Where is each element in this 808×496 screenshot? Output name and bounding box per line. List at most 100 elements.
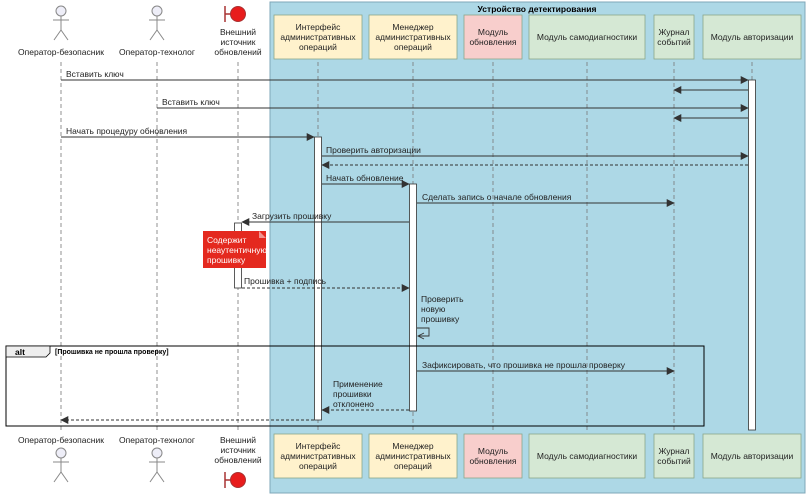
participant-label: Менеджер административных операций <box>375 441 451 471</box>
message-arrow: Вставить ключ <box>157 97 749 112</box>
participant-label: Менеджер административных операций <box>375 22 451 52</box>
participant-ext-bottom: Внешний источник обновлений <box>214 435 262 488</box>
participant-label-line: Модуль авторизации <box>711 451 794 461</box>
participant-label-line: Внешний <box>220 27 256 37</box>
boundary-icon <box>224 472 246 488</box>
activation-bar <box>409 183 417 412</box>
actor-icon <box>53 5 69 41</box>
participant-box <box>368 14 458 60</box>
message-arrow: Прошивка + подпись <box>242 276 410 292</box>
message-arrow: Проверить новую прошивку <box>416 294 464 340</box>
participant-auth-top: Модуль авторизации <box>702 14 802 60</box>
note-line: прошивку <box>207 255 246 265</box>
participant-box <box>273 14 363 60</box>
alt-fragment <box>5 345 705 427</box>
device-box-title: Устройство детектирования <box>478 4 597 14</box>
participant-label-line: административных <box>280 32 356 42</box>
participant-label-line: Модуль авторизации <box>711 32 794 42</box>
actor-icon <box>149 5 165 41</box>
note: Содержит неаутентичную прошивку <box>203 231 268 268</box>
message-arrow: Начать обновление <box>322 173 410 188</box>
participant-label-line: источник <box>221 445 256 455</box>
message-arrow <box>60 416 314 424</box>
message-label-line: Сделать запись о начале обновления <box>422 192 572 202</box>
message-label: Применение прошивки отклонено <box>333 379 383 409</box>
message-label: Вставить ключ <box>66 69 124 79</box>
actor-icon <box>53 447 69 483</box>
participant-label: Модуль обновления <box>469 446 516 466</box>
participant-diag-bottom: Модуль самодиагностики <box>528 433 646 479</box>
participant-box <box>528 433 646 479</box>
participant-label-line: операций <box>299 461 337 471</box>
participant-label-line: обновлений <box>214 47 261 57</box>
participant-label-line: Журнал <box>658 446 689 456</box>
message-label: Сделать запись о начале обновления <box>422 192 572 202</box>
participant-mgr-top: Менеджер административных операций <box>368 14 458 60</box>
participant-label-line: Модуль <box>478 446 509 456</box>
message-label: Зафиксировать, что прошивка не прошла пр… <box>422 360 626 370</box>
participant-label-line: Менеджер <box>392 441 434 451</box>
boundary-icon <box>224 6 246 22</box>
message-arrow: Сделать запись о начале обновления <box>417 192 675 207</box>
message-label-line: прошивку <box>421 314 460 324</box>
participant-op_tech-bottom: Оператор-технолог <box>119 435 195 483</box>
participant-box <box>463 433 523 479</box>
message-label-line: Вставить ключ <box>66 69 124 79</box>
participant-label-line: Модуль самодиагностики <box>537 451 637 461</box>
message-label: Проверить новую прошивку <box>421 294 464 324</box>
participant-label: Внешний источник обновлений <box>214 435 261 465</box>
message-label: Загрузить прошивку <box>252 211 332 221</box>
participant-iface-top: Интерфейс административных операций <box>273 14 363 60</box>
participant-label-line: источник <box>221 37 256 47</box>
participant-label: Модуль обновления <box>469 27 516 47</box>
participant-label: Модуль авторизации <box>711 451 794 461</box>
participant-label-line: Оператор-безопасник <box>18 47 104 57</box>
message-label-line: Прошивка + подпись <box>244 276 327 286</box>
participant-label-line: Модуль самодиагностики <box>537 32 637 42</box>
activation-bar <box>748 79 756 431</box>
participant-label: Оператор-безопасник <box>18 435 104 445</box>
participant-label-line: административных <box>375 32 451 42</box>
participant-label-line: обновления <box>469 37 516 47</box>
participant-label-line: административных <box>375 451 451 461</box>
participant-label: Модуль самодиагностики <box>537 451 637 461</box>
message-label-line: отклонено <box>333 399 374 409</box>
participant-label: Журнал событий <box>657 27 691 47</box>
participant-iface-bottom: Интерфейс административных операций <box>273 433 363 479</box>
participant-op_tech-top: Оператор-технолог <box>119 5 195 57</box>
participant-label: Журнал событий <box>657 446 691 466</box>
participant-auth-bottom: Модуль авторизации <box>702 433 802 479</box>
actor-icon <box>149 447 165 483</box>
participant-label-line: Оператор-технолог <box>119 435 195 445</box>
participant-box <box>463 14 523 60</box>
participant-label: Интерфейс административных операций <box>280 22 356 52</box>
participant-label: Оператор-технолог <box>119 435 195 445</box>
message-label-line: Загрузить прошивку <box>252 211 332 221</box>
message-label-line: прошивки <box>333 389 372 399</box>
participant-upd-bottom: Модуль обновления <box>463 433 523 479</box>
participant-label-line: Оператор-технолог <box>119 47 195 57</box>
participant-label-line: Журнал <box>658 27 689 37</box>
message-label-line: новую <box>421 304 446 314</box>
message-arrow: Загрузить прошивку <box>241 211 409 226</box>
message-label: Проверить авторизации <box>326 145 421 155</box>
participant-mgr-bottom: Менеджер административных операций <box>368 433 458 479</box>
participant-label-line: операций <box>394 42 432 52</box>
message-arrow: Вставить ключ <box>61 69 749 84</box>
participant-label-line: операций <box>299 42 337 52</box>
alt-guard: [Прошивка не прошла проверку] <box>55 349 169 356</box>
message-arrow: Применение прошивки отклонено <box>321 379 409 414</box>
message-arrow: Зафиксировать, что прошивка не прошла пр… <box>417 360 675 375</box>
participant-label-line: событий <box>657 37 691 47</box>
message-label-line: Начать процедуру обновления <box>66 126 188 136</box>
participant-label-line: обновлений <box>214 455 261 465</box>
message-label-line: Проверить авторизации <box>326 145 421 155</box>
device-box <box>269 1 806 494</box>
message-label-line: Зафиксировать, что прошивка не прошла пр… <box>422 360 626 370</box>
participant-label-line: Модуль <box>478 27 509 37</box>
message-arrow <box>321 161 748 169</box>
participant-upd-top: Модуль обновления <box>463 14 523 60</box>
participant-label-line: Внешний <box>220 435 256 445</box>
